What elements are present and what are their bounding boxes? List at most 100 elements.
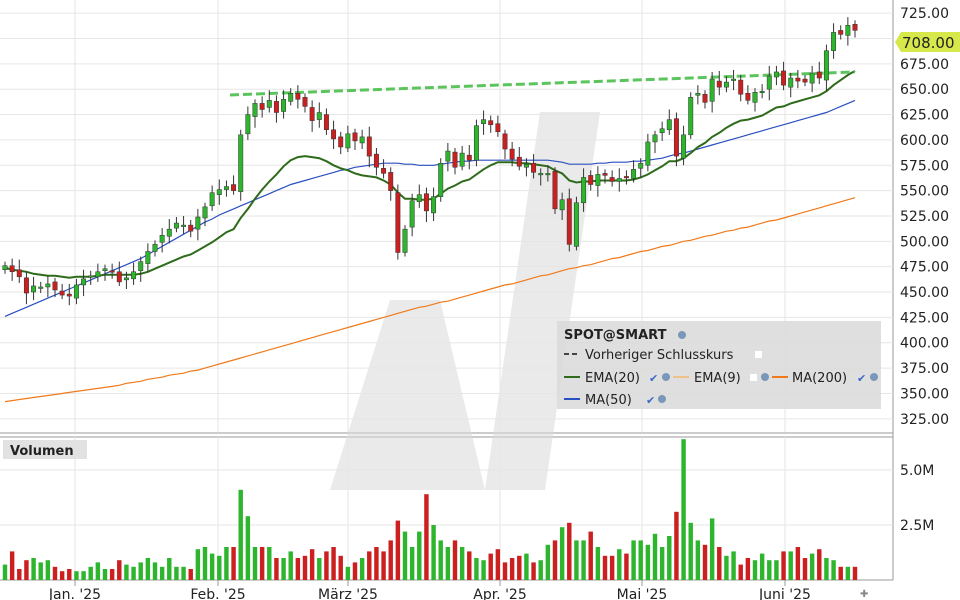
legend-symbol: SPOT@SMART [564, 328, 667, 343]
volume-bar [409, 547, 415, 580]
volume-title: Volumen [10, 444, 74, 459]
candle-body [9, 265, 15, 273]
candle-body [516, 156, 522, 167]
candle-body [23, 277, 29, 294]
volume-bar [95, 562, 101, 580]
candle-body [831, 32, 837, 51]
ma200-layer [4, 197, 856, 403]
legend-symbol-icon[interactable] [678, 331, 686, 339]
candle-body [102, 268, 108, 271]
candle-body [452, 151, 458, 168]
volume-bar [367, 551, 372, 580]
legend-ema9-icon[interactable] [750, 374, 757, 381]
volume-bar [581, 540, 586, 580]
volume-bar [559, 527, 565, 580]
ema20-layer [4, 70, 856, 279]
candle-body [445, 150, 451, 162]
candle-body [552, 171, 558, 210]
candle-body [752, 91, 758, 103]
volume-bar [395, 520, 401, 580]
candle-body [359, 136, 365, 144]
volume-tick-label: 5.0M [900, 463, 934, 479]
volume-bar [81, 571, 86, 580]
volume-bar [602, 555, 608, 580]
candle-body [73, 284, 79, 299]
volume-bar [645, 544, 651, 580]
settings-icon[interactable] [870, 373, 878, 381]
legend-prevclose-icon[interactable] [755, 351, 762, 358]
settings-icon[interactable] [658, 395, 666, 403]
previous-close-line [229, 70, 856, 97]
volume-bar [538, 560, 543, 580]
volume-bar [302, 555, 308, 580]
candle-body [623, 176, 629, 179]
volume-bar [652, 533, 658, 580]
scroll-right-icon[interactable]: ✚ [860, 589, 868, 600]
candle-body [202, 206, 208, 219]
settings-icon[interactable] [761, 373, 769, 381]
settings-icon[interactable] [662, 373, 670, 381]
check-icon[interactable]: ✔ [857, 372, 866, 385]
candle-body [238, 134, 244, 192]
volume-bar [752, 560, 758, 580]
candle-body [88, 275, 94, 278]
watermark-logo [330, 112, 600, 490]
candle-body [338, 136, 344, 148]
volume-bar [617, 549, 622, 580]
y-tick-label: 650.00 [900, 82, 949, 98]
candle-body [416, 194, 422, 203]
x-tick-label: Feb. '25 [190, 587, 245, 600]
last-price-tag-shape [895, 32, 960, 52]
y-tick-label: 425.00 [900, 310, 949, 326]
candle-body [2, 265, 8, 270]
prev-close-layer [229, 70, 856, 97]
candle-body [159, 234, 165, 243]
volume-bar [502, 562, 508, 580]
candle-body [52, 281, 58, 291]
volume-bar [438, 540, 443, 580]
candle-body [31, 285, 37, 293]
candle-body [409, 200, 415, 228]
volume-title-bg [3, 440, 87, 459]
candle-body [345, 133, 351, 149]
candle-body [431, 196, 437, 214]
volume-title-box: Volumen [3, 440, 87, 459]
volume-bar [709, 518, 715, 580]
candle-body [802, 78, 808, 83]
legend-ma200-label: MA(200) [792, 371, 847, 386]
x-tick-label: Apr. '25 [473, 587, 527, 600]
volume-bar [467, 551, 472, 580]
check-icon[interactable]: ✔ [649, 372, 658, 385]
volume-bar [317, 558, 322, 580]
volume-bar [288, 551, 293, 580]
y-tick-label: 675.00 [900, 57, 949, 73]
candle-body [538, 173, 544, 176]
candle-body [688, 97, 694, 136]
ema20-line [4, 70, 856, 279]
volume-bar [788, 551, 793, 580]
volume-bar [67, 569, 72, 580]
volume-bar [59, 571, 65, 580]
candle-body [316, 112, 322, 120]
volume-bar [681, 439, 686, 580]
volume-bar [31, 558, 36, 580]
candle-body [231, 184, 237, 191]
volume-bar [381, 551, 386, 580]
volume-bar [852, 566, 858, 580]
candle-body [481, 119, 487, 124]
candle-body [581, 177, 587, 204]
candle-body [652, 134, 658, 143]
candle-body [423, 193, 429, 212]
volume-bar [781, 551, 786, 580]
volume-bar [738, 564, 743, 580]
grid-layer [0, 0, 893, 586]
candle-body [302, 97, 308, 107]
candle-body [138, 261, 144, 271]
volume-bar [217, 555, 222, 580]
check-icon[interactable]: ✔ [646, 394, 655, 407]
candle-body [588, 175, 594, 185]
volume-bar [702, 544, 708, 580]
candle-body [195, 216, 201, 230]
volume-bar [659, 547, 665, 580]
